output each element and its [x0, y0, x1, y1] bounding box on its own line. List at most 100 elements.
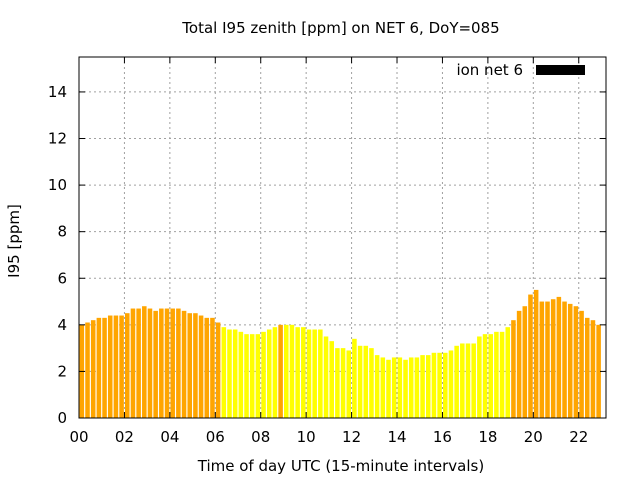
y-tick-label: 2 — [57, 362, 67, 380]
bar — [96, 317, 102, 418]
bar — [176, 308, 181, 418]
bar — [136, 308, 141, 418]
bar — [238, 331, 244, 418]
bar — [562, 301, 567, 418]
bar — [545, 301, 550, 418]
bar — [374, 355, 380, 418]
bar — [363, 345, 369, 418]
x-tick-label: 16 — [433, 428, 452, 446]
legend-label: ion net 6 — [456, 61, 523, 79]
y-tick-label: 14 — [48, 83, 67, 101]
bar — [369, 348, 374, 418]
bar — [142, 306, 147, 418]
bar — [272, 327, 278, 418]
chart-title: Total I95 zenith [ppm] on NET 6, DoY=085 — [181, 19, 499, 37]
bar — [284, 324, 289, 418]
bar — [113, 315, 119, 418]
bar — [130, 308, 136, 418]
bar — [386, 359, 391, 418]
bar — [505, 327, 511, 418]
x-tick-label: 08 — [251, 428, 270, 446]
y-tick-label: 10 — [48, 176, 67, 194]
bar — [278, 324, 283, 418]
bar — [193, 313, 198, 418]
bar — [408, 357, 414, 418]
bar — [164, 308, 170, 418]
bar — [499, 331, 505, 418]
bar — [318, 329, 323, 418]
bar — [533, 289, 539, 418]
bar — [482, 334, 488, 418]
bar — [198, 315, 204, 418]
bar — [522, 306, 528, 418]
bar — [85, 322, 90, 418]
bar — [153, 310, 158, 418]
bar — [210, 317, 215, 418]
bar — [477, 336, 482, 418]
x-tick-label: 04 — [160, 428, 179, 446]
y-axis-label: I95 [ppm] — [5, 204, 23, 278]
bar — [590, 320, 596, 418]
bar — [516, 310, 522, 418]
y-tick-label: 8 — [57, 223, 67, 241]
bar — [147, 308, 153, 418]
bar — [170, 308, 175, 418]
bar — [380, 357, 386, 418]
bar — [460, 343, 465, 418]
x-axis-label: Time of day UTC (15-minute intervals) — [197, 457, 484, 475]
bar — [352, 338, 357, 418]
bar — [227, 329, 232, 418]
bar — [232, 329, 238, 418]
bar — [539, 301, 545, 418]
bar — [471, 343, 476, 418]
bar — [448, 350, 454, 418]
bar — [187, 313, 193, 418]
x-tick-label: 00 — [69, 428, 88, 446]
bar — [397, 357, 403, 418]
bar — [420, 355, 425, 418]
y-tick-label: 6 — [57, 269, 67, 287]
bar — [556, 296, 562, 418]
bar — [454, 345, 459, 418]
bar — [567, 303, 573, 418]
bar — [443, 352, 448, 418]
bar — [488, 334, 493, 418]
x-tick-label: 20 — [524, 428, 543, 446]
y-tick-label: 12 — [48, 130, 67, 148]
bar — [125, 313, 130, 418]
bar — [437, 352, 442, 418]
bar — [301, 327, 306, 418]
x-tick-label: 12 — [342, 428, 361, 446]
bar — [346, 350, 352, 418]
bar — [573, 306, 579, 418]
bar — [244, 334, 249, 418]
bar — [425, 355, 431, 418]
bar — [414, 357, 420, 418]
bar — [181, 310, 187, 418]
plot-frame — [78, 56, 607, 419]
bar — [465, 343, 471, 418]
bar — [340, 348, 346, 418]
x-tick-label: 06 — [206, 428, 225, 446]
grid-lines — [79, 57, 606, 418]
bar — [306, 329, 312, 418]
bar — [391, 357, 397, 418]
bar — [357, 345, 363, 418]
bar — [431, 352, 437, 418]
bar — [119, 315, 124, 418]
bar — [329, 341, 334, 418]
bar — [584, 317, 590, 418]
bar — [295, 327, 300, 418]
bar — [335, 348, 340, 418]
bar — [90, 320, 96, 418]
y-tick-label: 4 — [57, 316, 67, 334]
bar — [579, 310, 584, 418]
x-tick-label: 10 — [297, 428, 316, 446]
bar — [159, 308, 164, 418]
bar — [550, 299, 556, 418]
bar — [596, 324, 601, 418]
bar — [255, 334, 261, 418]
bar — [266, 329, 272, 418]
